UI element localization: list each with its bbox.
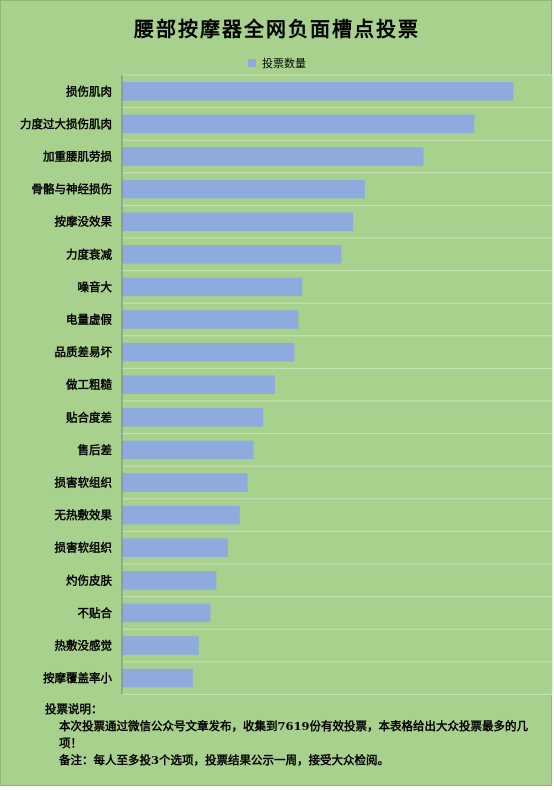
bar <box>122 375 275 394</box>
bar <box>122 82 514 101</box>
category-label: 按摩没效果 <box>55 215 113 229</box>
category-label: 贴合度差 <box>65 410 112 424</box>
category-label: 力度过大损伤肌肉 <box>20 117 112 131</box>
bar <box>122 505 240 525</box>
category-label: 售后差 <box>77 443 113 457</box>
category-label: 电量虚假 <box>66 313 112 327</box>
vote-notes: 投票说明： 本次投票通过微信公众号文章发布，收集到7619份有效投票，本表格给出… <box>45 701 545 769</box>
bar <box>122 245 342 264</box>
bar <box>122 408 264 427</box>
category-label: 品质差易坏 <box>55 345 113 359</box>
bar <box>122 603 211 623</box>
bar <box>122 636 199 655</box>
category-label: 按摩覆盖率小 <box>43 671 112 685</box>
category-label: 灼伤皮肤 <box>66 573 112 587</box>
legend-swatch <box>248 59 256 67</box>
bar <box>122 310 299 329</box>
category-label: 力度衰减 <box>66 247 112 261</box>
category-label: 加重腰肌劳损 <box>42 150 112 164</box>
bar-chart: 损伤肌肉力度过大损伤肌肉加重腰肌劳损骨骼与神经损伤按摩没效果力度衰减噪音大电量虚… <box>20 74 553 695</box>
notes-line-2: 备注：每人至多投3个选项，投票结果公示一周，接受大众检阅。 <box>59 753 389 767</box>
category-label: 噪音大 <box>78 280 113 294</box>
category-label: 不贴合 <box>78 606 113 620</box>
bar <box>122 538 229 557</box>
category-label: 做工粗糙 <box>65 378 112 392</box>
bar <box>122 668 193 688</box>
category-label: 损害软组织 <box>55 541 113 555</box>
chart-title: 腰部按摩器全网负面槽点投票 <box>134 17 420 41</box>
notes-heading: 投票说明： <box>45 702 103 716</box>
bar <box>122 179 365 199</box>
category-label: 骨骼与神经损伤 <box>32 182 113 196</box>
bar <box>122 440 254 460</box>
category-label: 损伤肌肉 <box>66 84 112 98</box>
bar <box>122 571 217 590</box>
category-label: 热敷没感觉 <box>55 639 113 653</box>
bar <box>122 342 295 362</box>
bar <box>122 212 354 231</box>
bar <box>122 147 424 166</box>
category-label: 无热敷效果 <box>54 508 113 522</box>
notes-line-1: 本次投票通过微信公众号文章发布，收集到7619份有效投票，本表格给出大众投票最多… <box>59 719 529 750</box>
bar <box>122 277 303 297</box>
bar <box>122 114 475 134</box>
legend-label: 投票数量 <box>262 57 306 70</box>
category-label: 损害软组织 <box>55 476 113 490</box>
chart-legend: 投票数量 <box>1 55 553 71</box>
bar <box>122 473 248 492</box>
